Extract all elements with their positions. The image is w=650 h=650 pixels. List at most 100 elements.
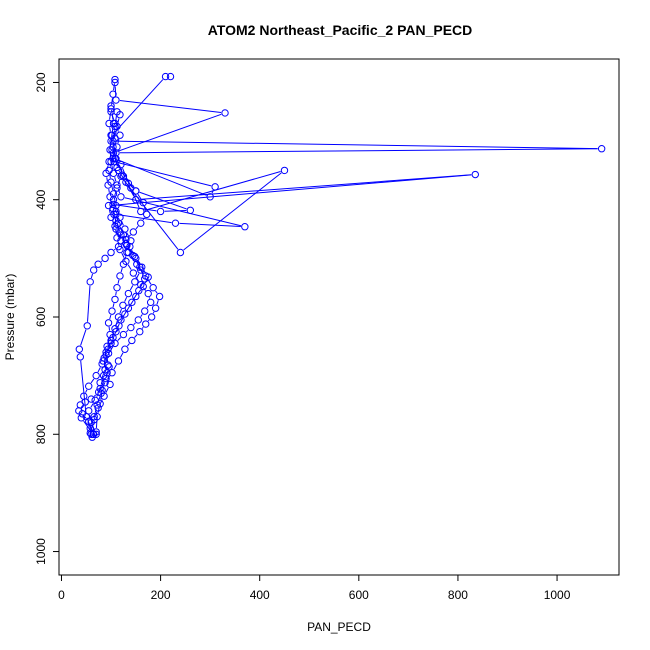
series-segment (146, 305, 149, 309)
series-segment (81, 399, 83, 402)
data-point (94, 260, 102, 268)
series-segment (102, 382, 106, 387)
series-segment (109, 127, 111, 132)
y-tick-label: 600 (34, 307, 48, 327)
series-segment (114, 79, 164, 133)
series-segment (127, 246, 132, 253)
series-segment (116, 204, 157, 212)
data-point (103, 369, 111, 377)
data-point (132, 292, 140, 301)
data-point (597, 145, 606, 153)
data-point (82, 412, 90, 421)
data-point (471, 170, 479, 179)
series-segment (117, 279, 120, 284)
data-point (113, 283, 121, 292)
series-segment (179, 222, 241, 227)
series-segment (125, 329, 129, 333)
series-segment (100, 260, 103, 263)
series-segment (140, 282, 144, 288)
series-segment (114, 218, 117, 221)
series-segment (118, 159, 207, 196)
series-segment (123, 179, 179, 250)
data-point (94, 404, 102, 412)
data-point (119, 330, 128, 339)
series-segment (139, 174, 472, 200)
x-tick-label: 600 (349, 588, 369, 602)
series-segment (115, 291, 117, 296)
data-point (111, 78, 119, 87)
data-point (90, 412, 98, 421)
data-point (128, 298, 136, 307)
data-point (142, 320, 150, 328)
series-segment (96, 392, 100, 397)
series-segment (117, 337, 122, 341)
series-segment (183, 172, 282, 251)
series-segment (134, 258, 139, 264)
series-segment (114, 191, 117, 197)
data-point (113, 220, 121, 229)
series-segment (122, 311, 127, 317)
series-segment (130, 299, 135, 306)
data-point (137, 219, 145, 227)
series-segment (134, 334, 138, 338)
data-point (91, 396, 99, 404)
series-segment (85, 389, 88, 393)
series-segment (115, 140, 598, 150)
series-segment (133, 322, 136, 326)
series-segment (114, 329, 118, 335)
data-point (77, 414, 86, 422)
data-point (144, 289, 152, 298)
series-segment (211, 190, 214, 194)
data-point (106, 193, 114, 201)
series-segment (119, 352, 124, 358)
series-segment (113, 144, 116, 155)
series-segment (110, 200, 113, 205)
data-point (156, 207, 165, 216)
data-point (123, 241, 131, 250)
data-point (149, 283, 157, 292)
series-segment (80, 329, 87, 346)
series-segment (90, 423, 94, 430)
x-tick-label: 800 (448, 588, 468, 602)
series-segment (107, 346, 110, 352)
series-segment (128, 234, 131, 238)
series-segment (106, 358, 109, 364)
data-point (155, 292, 164, 301)
x-tick-label: 400 (250, 588, 270, 602)
series-segment (142, 217, 145, 221)
data-point (141, 275, 149, 283)
series-segment (117, 113, 222, 152)
data-point (129, 251, 137, 260)
data-point (109, 169, 118, 178)
series-segment (106, 370, 109, 375)
data-point (76, 353, 85, 361)
x-axis-label: PAN_PECD (307, 620, 371, 634)
series-segment (120, 317, 124, 323)
data-point (147, 313, 156, 321)
series-segment (124, 296, 128, 302)
plot-frame (58, 58, 620, 576)
data-point (211, 183, 219, 191)
series-segment (106, 165, 109, 170)
series-segment (143, 270, 147, 275)
series-segment (112, 335, 115, 340)
series-segment (118, 170, 121, 173)
data-point (92, 371, 100, 380)
data-point (104, 181, 112, 189)
series-segment (97, 407, 100, 413)
data-point (241, 223, 249, 231)
data-point (89, 430, 98, 438)
x-tick-label: 0 (58, 588, 65, 602)
series-segment (126, 343, 130, 347)
series-segment (136, 259, 140, 265)
data-point (83, 322, 91, 330)
data-point (109, 333, 117, 342)
series-segment (119, 148, 598, 154)
data-point (136, 263, 144, 271)
series-segment (113, 83, 115, 91)
data-point (112, 210, 120, 219)
data-point (96, 400, 104, 408)
series-segment (107, 376, 110, 381)
y-tick-label: 200 (34, 72, 48, 92)
series-segment (113, 364, 117, 370)
